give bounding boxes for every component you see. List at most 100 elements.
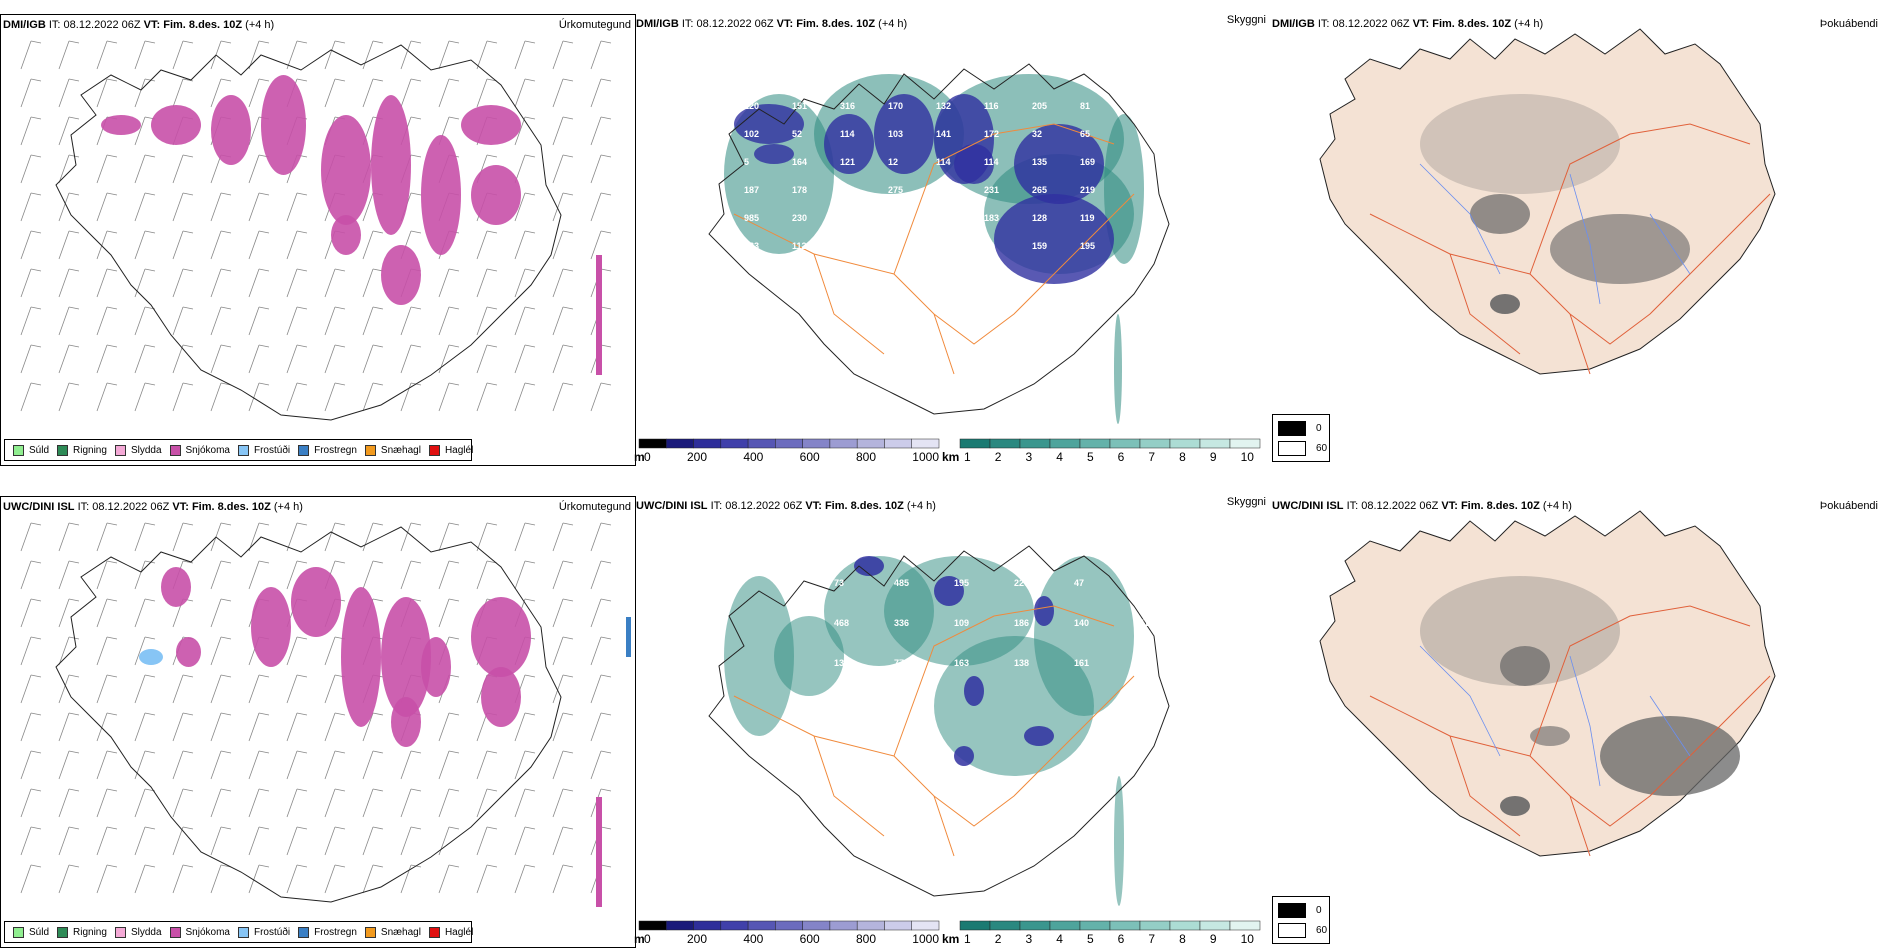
wind-barb <box>172 268 194 298</box>
cloud-area <box>964 676 984 706</box>
wind-barb <box>96 382 118 412</box>
cloud-base-value: 183 <box>984 213 999 223</box>
wind-barb <box>400 750 422 780</box>
wind-barb <box>172 78 194 108</box>
fog-shading <box>1420 94 1690 314</box>
scale-label: 6 <box>1117 450 1125 464</box>
wind-barb <box>590 382 612 412</box>
wind-barb <box>438 864 460 894</box>
coastline <box>708 63 1170 415</box>
wind-barb <box>514 116 536 146</box>
fog-key-top: 0 60 <box>1272 414 1330 462</box>
fog-area <box>1530 726 1570 746</box>
wind-barb <box>400 560 422 590</box>
scale-label: 2 <box>994 932 1002 946</box>
wind-barb <box>552 154 574 184</box>
wind-barb <box>20 268 42 298</box>
wind-barb <box>552 344 574 374</box>
wind-barb <box>476 750 498 780</box>
wind-barb <box>362 268 384 298</box>
legend-label: Slydda <box>130 444 162 456</box>
cloud-area <box>954 144 994 184</box>
roads <box>733 605 1135 857</box>
cloud-base-value: 52 <box>792 129 802 139</box>
wind-barb <box>20 750 42 780</box>
scale-step <box>1019 920 1051 931</box>
wind-barb <box>172 750 194 780</box>
scale-label: 9 <box>1209 450 1217 464</box>
cloud-base-labels-row: 0 200 400 600 800 1000 <box>644 450 939 464</box>
lead-time: (+4 h) <box>878 18 908 30</box>
cloud-base-value: 116 <box>984 101 999 111</box>
wind-barb <box>438 40 460 70</box>
scale-label: 4 <box>1056 932 1063 946</box>
cloud-base-labels: 120 151 316 170 132 116 205 81 102 52 114 103 141 172… <box>744 101 1095 251</box>
wind-barb <box>400 78 422 108</box>
scale-label: 800 <box>855 932 876 946</box>
wind-barb <box>324 750 346 780</box>
issue-time: 08.12.2022 06Z <box>1332 18 1410 30</box>
wind-barb <box>514 382 536 412</box>
wind-barb <box>400 40 422 70</box>
valid-time: Fim. 8.des. 10Z <box>191 501 271 513</box>
scale-step <box>775 920 803 931</box>
wind-barb <box>210 268 232 298</box>
wind-barb <box>552 522 574 552</box>
wind-barb <box>362 306 384 336</box>
wind-barb <box>552 192 574 222</box>
precip-area <box>471 597 531 677</box>
snow-areas <box>139 567 631 907</box>
wind-barb <box>286 712 308 742</box>
cloud-area <box>954 746 974 766</box>
cloud-base-scalebar-bottom <box>638 920 940 931</box>
wind-barb <box>590 674 612 704</box>
wind-barb <box>286 826 308 856</box>
wind-barb <box>96 192 118 222</box>
legend-swatch <box>114 444 126 456</box>
scale-label: 1 <box>964 450 971 464</box>
cloud-base-value: 87 <box>984 241 994 251</box>
cloud-base-value: 132 <box>936 101 951 111</box>
wind-barb <box>324 306 346 336</box>
cloud-base-value: 5 <box>744 157 749 167</box>
legend-item: Haglél <box>428 926 473 938</box>
cloud-base-value: 137 <box>834 658 849 668</box>
cloud-base-value: 159 <box>1032 241 1047 251</box>
valid-label: VT: <box>143 19 161 31</box>
legend-swatch <box>169 444 181 456</box>
cloud-base-value: 135 <box>1032 157 1047 167</box>
wind-barb <box>96 674 118 704</box>
wind-barb <box>438 522 460 552</box>
fog-shading <box>1420 576 1740 816</box>
cloud-area <box>734 104 804 144</box>
legend-label: Slydda <box>130 926 162 938</box>
cloud-panel-top: DMI/IGB IT: 08.12.2022 06Z VT: Fim. 8.de… <box>634 14 1270 464</box>
scale-label: 5 <box>1086 932 1094 946</box>
wind-barb <box>590 598 612 628</box>
wind-barb <box>20 522 42 552</box>
precip-area <box>391 697 421 747</box>
lead-time: (+4 h) <box>1542 500 1572 512</box>
cloud-area <box>934 576 964 606</box>
wind-barb <box>514 522 536 552</box>
legend-label: Súld <box>29 926 50 938</box>
lead-time: (+4 h) <box>906 500 936 512</box>
cloud-base-unit: m <box>634 932 645 946</box>
wind-barb <box>248 788 270 818</box>
wind-barb <box>324 788 346 818</box>
wind-barb <box>96 268 118 298</box>
wind-barb <box>210 306 232 336</box>
model-name: UWC/DINI ISL <box>1272 500 1344 512</box>
precip-area <box>139 649 163 665</box>
visibility-scalebar-bottom <box>959 920 1261 931</box>
cloud-area <box>874 94 934 174</box>
wind-barb <box>96 78 118 108</box>
wind-barb <box>552 382 574 412</box>
cloud-base-value: 161 <box>1074 658 1089 668</box>
valid-label: VT: <box>172 501 189 513</box>
wind-barb <box>96 788 118 818</box>
scale-step <box>959 438 991 449</box>
roads <box>1369 123 1771 375</box>
cloud-base-value: 985 <box>744 213 759 223</box>
fog-area <box>1470 194 1530 234</box>
